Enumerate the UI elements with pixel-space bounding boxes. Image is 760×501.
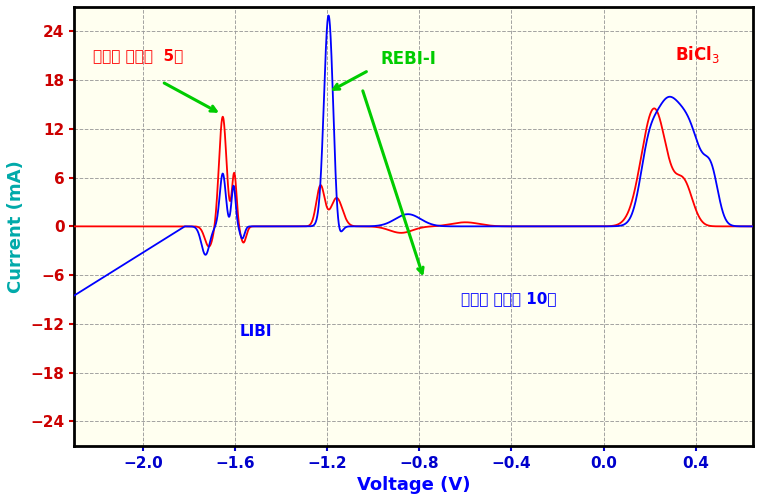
X-axis label: Voltage (V): Voltage (V): [357, 476, 470, 494]
Text: BiCl$_3$: BiCl$_3$: [675, 44, 720, 65]
Text: 산화제 첨가후 10분: 산화제 첨가후 10분: [461, 292, 556, 307]
Text: 산화제 첨가후  5분: 산화제 첨가후 5분: [93, 48, 183, 63]
Text: LIBI: LIBI: [240, 324, 273, 339]
Y-axis label: Current (mA): Current (mA): [7, 160, 25, 293]
Text: REBI-I: REBI-I: [380, 50, 436, 68]
